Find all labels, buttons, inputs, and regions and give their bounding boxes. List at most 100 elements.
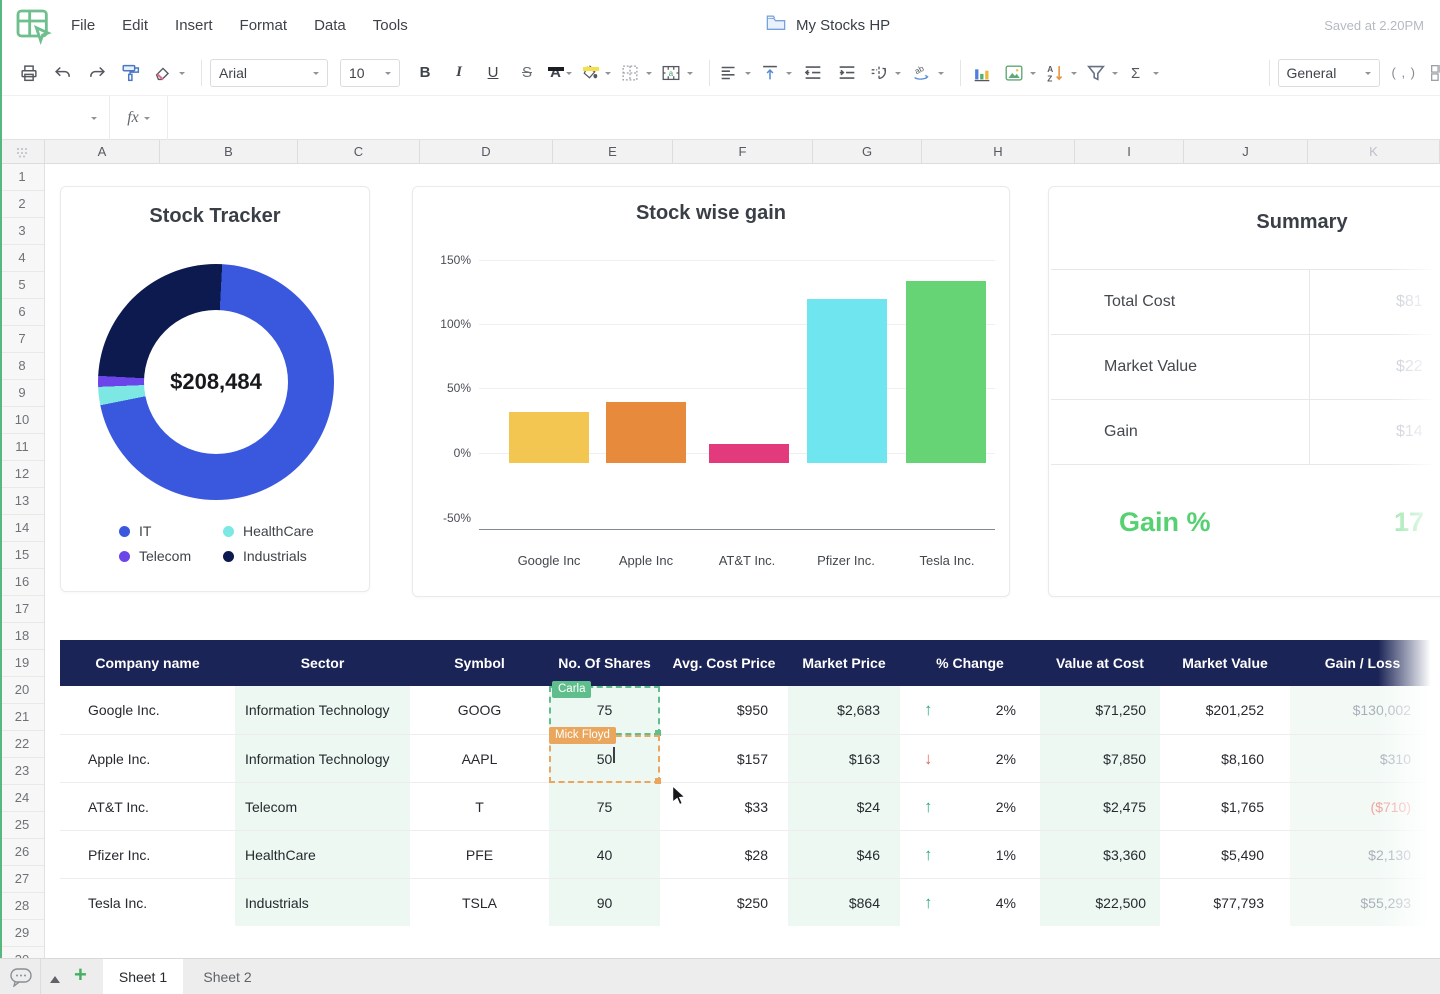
table-header-no-of-shares[interactable]: No. Of Shares bbox=[558, 655, 651, 671]
summary-value[interactable]: $14 bbox=[1396, 422, 1423, 440]
cell[interactable]: $55,293 bbox=[1290, 879, 1435, 926]
cell[interactable]: $22,500 bbox=[1040, 879, 1160, 926]
summary-value[interactable]: $22 bbox=[1396, 357, 1423, 375]
more-formats-button[interactable] bbox=[1426, 58, 1440, 88]
row-header-11[interactable]: 11 bbox=[0, 434, 44, 461]
cell[interactable]: T bbox=[410, 783, 549, 830]
horizontal-align-button[interactable] bbox=[718, 58, 751, 88]
text-color-button[interactable]: A bbox=[547, 58, 574, 88]
cell[interactable]: $2,130 bbox=[1290, 831, 1435, 878]
cell[interactable]: $24 bbox=[788, 783, 900, 830]
cell[interactable]: Pfizer Inc. bbox=[60, 831, 235, 878]
cell[interactable]: $157 bbox=[660, 735, 788, 782]
column-header-A[interactable]: A bbox=[45, 140, 160, 164]
table-header-market-value[interactable]: Market Value bbox=[1182, 655, 1268, 671]
row-header-8[interactable]: 8 bbox=[0, 353, 44, 380]
cell[interactable]: ↑ 2% bbox=[900, 686, 1040, 734]
redo-button[interactable] bbox=[84, 58, 110, 88]
sum-button[interactable]: Σ bbox=[1126, 58, 1159, 88]
undo-button[interactable] bbox=[50, 58, 76, 88]
column-header-J[interactable]: J bbox=[1184, 140, 1308, 164]
row-header-7[interactable]: 7 bbox=[0, 326, 44, 353]
cell[interactable]: ($710) bbox=[1290, 783, 1435, 830]
text-direction-button[interactable]: ab bbox=[909, 58, 944, 88]
summary-label-gain[interactable]: Gain bbox=[1104, 422, 1138, 440]
folder-icon[interactable] bbox=[766, 14, 786, 36]
column-header-C[interactable]: C bbox=[298, 140, 420, 164]
filter-button[interactable] bbox=[1085, 58, 1118, 88]
summary-label-total-cost[interactable]: Total Cost bbox=[1104, 292, 1176, 310]
column-header-I[interactable]: I bbox=[1075, 140, 1184, 164]
cell[interactable]: $310 bbox=[1290, 735, 1435, 782]
table-header-symbol[interactable]: Symbol bbox=[454, 655, 505, 671]
cell[interactable]: HealthCare bbox=[235, 831, 410, 878]
row-header-27[interactable]: 27 bbox=[0, 866, 44, 893]
row-header-9[interactable]: 9 bbox=[0, 380, 44, 407]
row-header-21[interactable]: 21 bbox=[0, 704, 44, 731]
cell[interactable]: $7,850 bbox=[1040, 735, 1160, 782]
row-header-3[interactable]: 3 bbox=[0, 218, 44, 245]
document-title[interactable]: My Stocks HP bbox=[796, 16, 891, 34]
row-header-22[interactable]: 22 bbox=[0, 731, 44, 758]
row-header-2[interactable]: 2 bbox=[0, 191, 44, 218]
summary-label-market-value[interactable]: Market Value bbox=[1104, 357, 1198, 375]
cell[interactable]: 90 bbox=[549, 879, 660, 926]
cell[interactable]: Industrials bbox=[235, 879, 410, 926]
row-header-13[interactable]: 13 bbox=[0, 488, 44, 515]
row-header-17[interactable]: 17 bbox=[0, 596, 44, 623]
table-header-company-name[interactable]: Company name bbox=[95, 655, 200, 671]
table-header-gain-loss[interactable]: Gain / Loss bbox=[1324, 655, 1401, 671]
formula-input[interactable] bbox=[168, 96, 1440, 140]
sheet-tab-sheet-1[interactable]: Sheet 1 bbox=[103, 959, 183, 994]
cell[interactable]: TSLA bbox=[410, 879, 549, 926]
sheet-list-button[interactable] bbox=[50, 971, 60, 983]
number-format-select[interactable]: General bbox=[1277, 58, 1380, 87]
column-header-H[interactable]: H bbox=[922, 140, 1075, 164]
row-header-4[interactable]: 4 bbox=[0, 245, 44, 272]
menu-format[interactable]: Format bbox=[239, 16, 288, 34]
thousands-separator-button[interactable]: ( , ) bbox=[1391, 65, 1416, 80]
print-button[interactable] bbox=[16, 58, 42, 88]
cell[interactable]: Telecom bbox=[235, 783, 410, 830]
row-header-10[interactable]: 10 bbox=[0, 407, 44, 434]
app-logo-icon[interactable] bbox=[12, 6, 54, 51]
row-header-19[interactable]: 19 bbox=[0, 650, 44, 677]
text-rotation-button[interactable] bbox=[868, 58, 901, 88]
cell[interactable]: Information Technology bbox=[235, 735, 410, 782]
font-family-select[interactable]: Arial bbox=[210, 58, 328, 87]
column-header-B[interactable]: B bbox=[160, 140, 298, 164]
cell[interactable]: $8,160 bbox=[1160, 735, 1290, 782]
paint-format-button[interactable] bbox=[118, 58, 144, 88]
cell[interactable]: $130,002 bbox=[1290, 686, 1435, 734]
table-header-market-price[interactable]: Market Price bbox=[802, 655, 886, 671]
cell[interactable]: $3,360 bbox=[1040, 831, 1160, 878]
column-header-F[interactable]: F bbox=[673, 140, 813, 164]
fill-color-button[interactable] bbox=[582, 58, 611, 88]
add-sheet-button[interactable]: + bbox=[74, 962, 87, 987]
table-header-sector[interactable]: Sector bbox=[300, 655, 345, 671]
selection-handle[interactable] bbox=[655, 778, 661, 784]
name-box[interactable] bbox=[0, 96, 110, 140]
strikethrough-button[interactable]: S bbox=[521, 64, 532, 81]
increase-indent-button[interactable] bbox=[834, 58, 860, 88]
table-header--change[interactable]: % Change bbox=[936, 655, 1004, 671]
cell[interactable]: Tesla Inc. bbox=[60, 879, 235, 926]
cell[interactable]: $864 bbox=[788, 879, 900, 926]
menu-tools[interactable]: Tools bbox=[372, 16, 408, 34]
cell[interactable]: Information Technology bbox=[235, 686, 410, 734]
cell[interactable]: $28 bbox=[660, 831, 788, 878]
menu-data[interactable]: Data bbox=[314, 16, 346, 34]
column-header-D[interactable]: D bbox=[420, 140, 553, 164]
cell[interactable]: Google Inc. bbox=[60, 686, 235, 734]
row-header-20[interactable]: 20 bbox=[0, 677, 44, 704]
font-size-select[interactable]: 10 bbox=[340, 58, 400, 87]
cell[interactable]: $5,490 bbox=[1160, 831, 1290, 878]
menu-insert[interactable]: Insert bbox=[175, 16, 213, 34]
eraser-button[interactable] bbox=[152, 58, 185, 88]
row-header-28[interactable]: 28 bbox=[0, 893, 44, 920]
row-header-1[interactable]: 1 bbox=[0, 164, 44, 191]
cell[interactable]: PFE bbox=[410, 831, 549, 878]
cell[interactable]: $1,765 bbox=[1160, 783, 1290, 830]
row-header-29[interactable]: 29 bbox=[0, 920, 44, 947]
